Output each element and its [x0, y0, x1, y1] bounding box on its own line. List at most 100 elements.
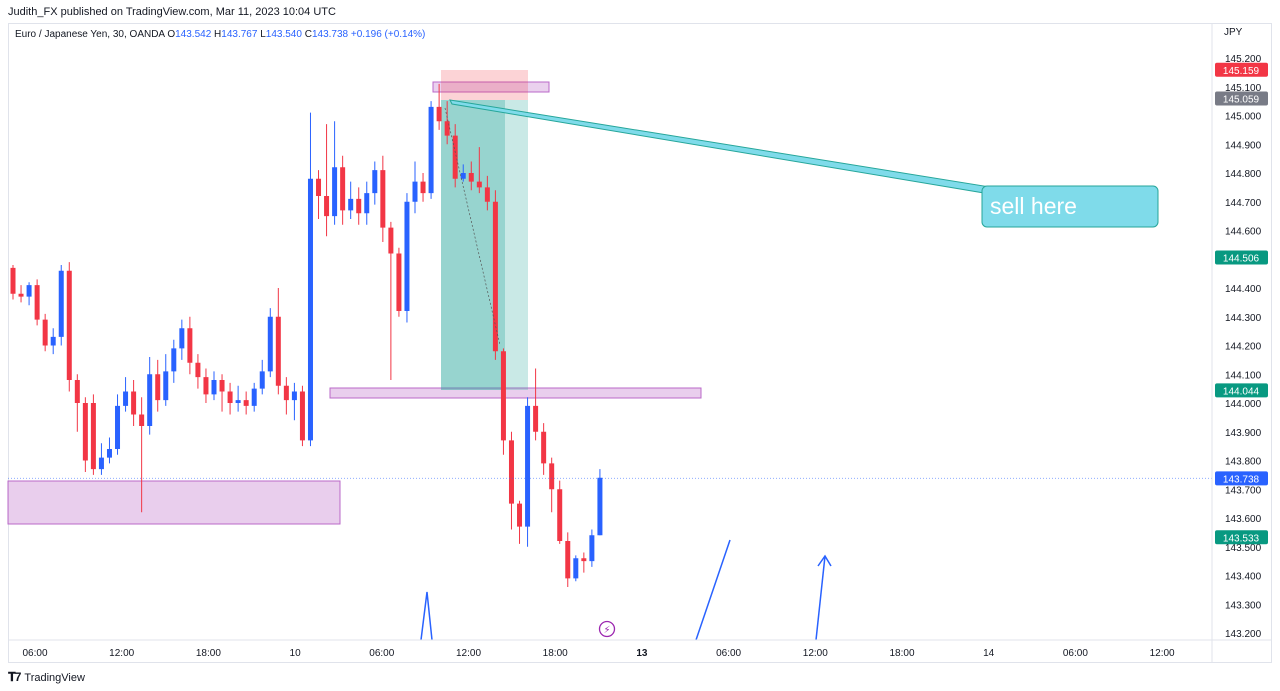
candle-body	[476, 181, 482, 188]
candle-body	[541, 431, 547, 464]
price-label-bg	[1215, 91, 1268, 106]
candle-body	[251, 388, 257, 406]
time-tick-label: 06:00	[22, 648, 47, 659]
price-label-text: 143.738	[1223, 474, 1260, 485]
candle-body	[90, 403, 96, 470]
candle-body	[356, 198, 362, 214]
price-tick-label: 143.900	[1225, 428, 1262, 439]
candle-body	[396, 253, 402, 311]
price-label-tag: 143.738	[1215, 471, 1268, 486]
candle-body	[235, 400, 241, 403]
candle-body	[444, 121, 450, 136]
up-arrow-left	[420, 591, 433, 641]
candle-layer	[10, 83, 603, 587]
time-tick-label: 12:00	[803, 648, 828, 659]
candle-body	[74, 380, 80, 403]
price-tick-label: 144.200	[1225, 342, 1262, 353]
close-value: 143.738	[311, 29, 349, 40]
time-tick-label: 13	[636, 648, 648, 659]
candle-body	[525, 405, 531, 527]
candle-body	[589, 535, 595, 562]
candle-body	[211, 380, 217, 395]
price-tick-label: 144.000	[1225, 399, 1262, 410]
candle-body	[42, 319, 48, 346]
symbol-name[interactable]: Euro / Japanese Yen, 30, OANDA	[15, 29, 165, 40]
candle-body	[123, 391, 129, 406]
price-label-text: 145.059	[1223, 95, 1260, 106]
axis-layer: 145.200 145.100 145.000 144.900 144.800 144.7…	[9, 24, 1271, 662]
price-tick-label: 144.900	[1225, 140, 1262, 151]
candle-body	[573, 558, 579, 579]
time-tick-label: 10	[290, 648, 302, 659]
price-tick-label: 145.000	[1225, 112, 1262, 123]
time-tick-label: 12:00	[456, 648, 481, 659]
candle-body	[307, 178, 313, 441]
candle-body	[517, 503, 523, 527]
candle-body	[299, 391, 305, 441]
price-label-text: 144.044	[1223, 386, 1260, 397]
candle-body	[139, 414, 145, 426]
open-label: O	[167, 29, 176, 40]
lightning-icon: ⚡	[603, 625, 610, 636]
candle-body	[82, 403, 88, 461]
time-tick-label: 06:00	[1063, 648, 1088, 659]
candle-body	[219, 380, 225, 392]
price-tick-label: 145.200	[1225, 54, 1262, 65]
low-value: 143.540	[265, 29, 302, 40]
candle-body	[557, 489, 563, 541]
candle-body	[179, 328, 185, 349]
low-label: L	[260, 29, 266, 40]
price-tick-label: 143.400	[1225, 572, 1262, 583]
candle-body	[508, 440, 514, 504]
candle-body	[380, 170, 386, 228]
candle-body	[565, 541, 571, 579]
price-tick-label: 144.300	[1225, 313, 1262, 324]
candle-body	[372, 170, 378, 194]
candle-body	[533, 405, 539, 432]
price-label-bg	[1215, 530, 1268, 545]
price-label-text: 144.506	[1223, 254, 1260, 265]
candle-body	[195, 362, 201, 378]
price-label-tag: 144.506	[1215, 250, 1268, 265]
candle-body	[460, 173, 466, 179]
price-label-bg	[1215, 383, 1268, 398]
price-tick-label: 144.100	[1225, 370, 1262, 381]
candle-body	[187, 328, 193, 363]
candle-body	[147, 374, 153, 426]
candle-body	[316, 178, 322, 196]
candle-body	[500, 351, 506, 441]
up-arrow-right-shaft	[815, 555, 826, 641]
high-label: H	[214, 29, 222, 40]
price-tick-label: 143.200	[1225, 629, 1262, 640]
candle-body	[10, 267, 16, 294]
candle-body	[388, 227, 394, 254]
support-zone-left	[7, 480, 341, 525]
open-value: 143.542	[175, 29, 212, 40]
candle-body	[468, 173, 474, 182]
chart-frame[interactable]	[8, 23, 1272, 663]
candle-body	[283, 385, 289, 401]
event-marker-icon	[598, 620, 616, 638]
time-tick-label: 14	[983, 648, 995, 659]
currency-label[interactable]: JPY	[1224, 27, 1243, 38]
candle-body	[420, 181, 426, 194]
candle-body	[58, 270, 64, 337]
candle-body	[267, 316, 273, 372]
candle-body	[115, 405, 121, 449]
candle-body	[50, 336, 56, 346]
footer-brand[interactable]: 𝐓7 TradingView	[8, 670, 85, 685]
resistance-zone-top	[432, 81, 550, 93]
trend-line-drawn	[695, 539, 731, 641]
time-tick-label: 18:00	[543, 648, 568, 659]
candle-body	[34, 285, 40, 320]
candle-body	[203, 377, 209, 395]
price-label-tag: 143.533	[1215, 530, 1268, 545]
time-tick-label: 18:00	[196, 648, 221, 659]
time-tick-label: 12:00	[1150, 648, 1175, 659]
candle-body	[243, 400, 249, 406]
candle-body	[428, 106, 434, 194]
candle-body	[66, 270, 72, 380]
candle-body	[155, 374, 161, 401]
candle-body	[227, 391, 233, 403]
